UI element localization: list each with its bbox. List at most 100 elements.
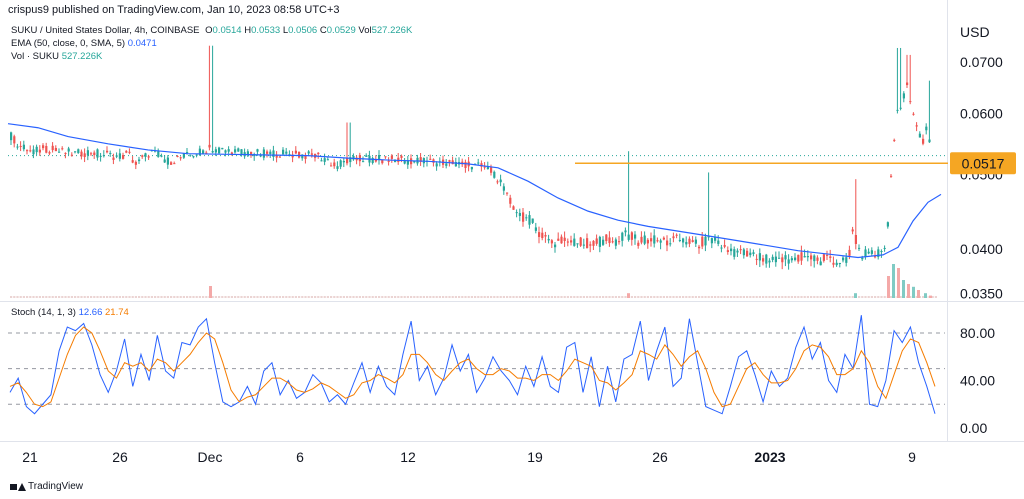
volume-bar: [186, 296, 189, 298]
candle-body: [86, 150, 89, 156]
volume-bar: [550, 296, 553, 298]
candle-body: [653, 235, 656, 244]
date-tick-label: 26: [112, 449, 128, 465]
candle-body: [506, 192, 509, 194]
candle-body: [522, 212, 525, 222]
stoch-tick-label: 80.00: [960, 325, 995, 341]
volume-bar: [518, 296, 521, 298]
volume-bar: [755, 296, 758, 298]
volume-bar: [179, 296, 182, 298]
volume-bar: [365, 296, 368, 298]
candle-body: [186, 151, 189, 153]
candle-body: [13, 136, 16, 144]
candle-body: [282, 149, 285, 155]
candle-body: [902, 93, 905, 99]
volume-bar: [342, 296, 345, 298]
volume-bar: [851, 296, 854, 298]
volume-bar: [266, 296, 269, 298]
volume-bar: [646, 296, 649, 298]
volume-bar: [35, 296, 38, 298]
candle-body: [26, 150, 29, 152]
volume-bar: [429, 296, 432, 298]
candle-body: [483, 166, 486, 168]
volume-bar: [931, 296, 934, 298]
volume-bar: [346, 296, 349, 298]
volume-bar: [672, 296, 675, 298]
volume-bar: [195, 296, 198, 298]
candle-body: [742, 249, 745, 256]
candle-body: [429, 158, 432, 160]
footer-brand-text: TradingView: [28, 481, 84, 492]
main-legend: SUKU / United States Dollar, 4h, COINBAS…: [11, 25, 412, 36]
volume-bar: [96, 296, 99, 298]
candle-body: [109, 152, 112, 154]
volume-bar: [714, 296, 717, 298]
candle-body: [269, 151, 272, 155]
volume-bar: [806, 296, 809, 298]
volume-bar: [842, 296, 845, 298]
volume-bar: [141, 296, 144, 298]
volume-bar: [627, 293, 630, 298]
candle-body: [842, 257, 845, 261]
candle-body: [845, 257, 848, 263]
candle-body: [115, 155, 118, 157]
volume-bar: [582, 296, 585, 298]
candle-body: [362, 161, 365, 163]
tradingview-logo-icon: [10, 482, 26, 492]
candle-body: [346, 157, 349, 164]
volume-bar: [653, 296, 656, 298]
candle-body: [64, 152, 67, 154]
candle-body: [374, 159, 377, 162]
volume-bar: [499, 296, 502, 298]
volume-bar: [858, 296, 861, 298]
volume-bar: [576, 296, 579, 298]
candle-body: [717, 240, 720, 244]
volume-bar: [701, 296, 704, 298]
volume-bar: [675, 296, 678, 298]
volume-bar: [435, 296, 438, 298]
candle-body: [547, 238, 550, 241]
volume-bar: [707, 296, 710, 298]
candle-body: [480, 163, 483, 167]
volume-bar: [253, 296, 256, 298]
volume-bar: [301, 296, 304, 298]
volume-bar: [480, 296, 483, 298]
volume-bar: [861, 296, 864, 298]
volume-bar: [358, 296, 361, 298]
candle-body: [627, 234, 630, 240]
stoch-d-value: 21.74: [105, 307, 129, 318]
volume-bar: [432, 296, 435, 298]
volume-bar: [218, 296, 221, 298]
candle-body: [256, 149, 259, 152]
candle-body: [541, 232, 544, 239]
candle-body: [704, 236, 707, 246]
candle-body: [134, 161, 137, 165]
candle-body: [822, 254, 825, 261]
candle-body: [390, 155, 393, 159]
candle-body: [147, 156, 150, 158]
volume-bar: [749, 296, 752, 298]
volume-legend: Vol · SUKU 527.226K: [11, 51, 102, 62]
volume-bar: [118, 296, 121, 298]
volume-bar: [282, 296, 285, 298]
volume-bar: [934, 296, 937, 298]
volume-bar: [534, 296, 537, 298]
volume-bar: [525, 296, 528, 298]
volume-bar: [618, 296, 621, 298]
volume-bar: [390, 296, 393, 298]
candle-body: [656, 240, 659, 242]
candle-body: [832, 262, 835, 265]
candle-body: [867, 251, 870, 254]
candle-body: [214, 149, 217, 153]
candle-body: [35, 146, 38, 153]
candle-body: [643, 235, 646, 244]
stoch-legend: Stoch (14, 1, 3) 12.66 21.74: [11, 307, 129, 318]
candle-body: [336, 166, 339, 169]
volume-bar: [269, 296, 272, 298]
volume-bar: [285, 296, 288, 298]
candle-body: [387, 160, 390, 162]
volume-bar: [803, 296, 806, 298]
candle-body: [736, 250, 739, 253]
candle-body: [595, 238, 598, 244]
